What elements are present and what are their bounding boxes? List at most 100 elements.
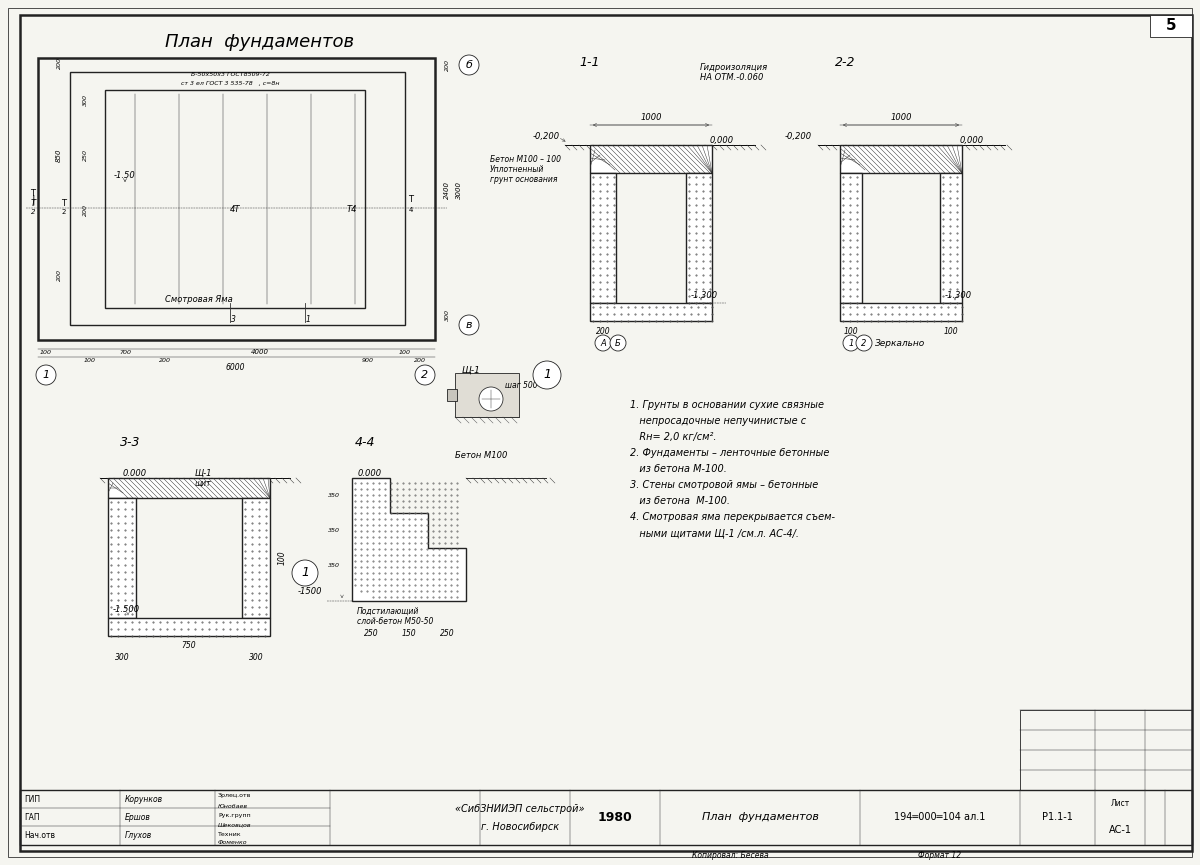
- Text: ными щитами Щ-1 /см.л. АС-4/.: ными щитами Щ-1 /см.л. АС-4/.: [630, 528, 799, 538]
- Text: 250: 250: [83, 149, 88, 161]
- Text: Гидроизоляция: Гидроизоляция: [700, 63, 768, 73]
- Text: Формат 12: Формат 12: [918, 850, 961, 860]
- Text: 1: 1: [542, 368, 551, 381]
- Text: АС-1: АС-1: [1109, 824, 1132, 835]
- Text: Бетон М100: Бетон М100: [455, 451, 508, 459]
- Text: 1-1: 1-1: [580, 55, 600, 68]
- Text: 2: 2: [862, 338, 866, 348]
- Text: 200: 200: [56, 269, 61, 281]
- Bar: [108, 478, 270, 498]
- Bar: [940, 173, 962, 303]
- Text: 700: 700: [119, 349, 131, 355]
- Polygon shape: [352, 478, 466, 601]
- Text: слой-бетон М50-50: слой-бетон М50-50: [358, 618, 433, 626]
- Circle shape: [458, 55, 479, 75]
- Text: 2: 2: [31, 209, 35, 215]
- Text: 300: 300: [83, 94, 88, 106]
- Text: 2: 2: [421, 370, 428, 380]
- Text: T4: T4: [347, 206, 358, 215]
- Text: -1.300: -1.300: [691, 291, 718, 299]
- Text: 0,000: 0,000: [710, 137, 734, 145]
- Text: шаг 500: шаг 500: [505, 381, 538, 389]
- Text: -1.300: -1.300: [946, 291, 972, 299]
- Text: ГАП: ГАП: [24, 813, 40, 822]
- Text: Подстилающий: Подстилающий: [358, 606, 419, 616]
- Text: г. Новосибирск: г. Новосибирск: [481, 823, 559, 832]
- Text: 150: 150: [402, 629, 416, 638]
- Text: Корунков: Корунков: [125, 795, 163, 804]
- Text: Уплотненный: Уплотненный: [490, 165, 545, 175]
- Text: 100: 100: [40, 349, 52, 355]
- Text: Копировал: Бесева: Копировал: Бесева: [691, 850, 768, 860]
- Text: 2: 2: [62, 209, 66, 215]
- Text: щит: щит: [194, 478, 211, 488]
- Text: T: T: [30, 200, 36, 208]
- Text: 1: 1: [848, 338, 853, 348]
- Text: 100: 100: [844, 326, 858, 336]
- Text: 4: 4: [409, 207, 413, 213]
- Bar: [38, 58, 436, 340]
- Text: 5: 5: [1165, 18, 1176, 34]
- Text: Лист: Лист: [1110, 799, 1129, 808]
- Text: Глухов: Глухов: [125, 831, 152, 840]
- Text: Ершов: Ершов: [125, 813, 151, 822]
- Text: 3-3: 3-3: [120, 435, 140, 448]
- Text: 0,000: 0,000: [960, 137, 984, 145]
- Text: 0.000: 0.000: [358, 469, 382, 477]
- Text: Зеркально: Зеркально: [875, 338, 925, 348]
- Text: Р1.1-1: Р1.1-1: [1042, 812, 1073, 823]
- Bar: [108, 618, 270, 636]
- Text: -0,200: -0,200: [533, 132, 560, 142]
- Text: 2. Фундаменты – ленточные бетонные: 2. Фундаменты – ленточные бетонные: [630, 448, 829, 458]
- Text: НА ОТМ.-0.060: НА ОТМ.-0.060: [700, 74, 763, 82]
- Text: -1.50: -1.50: [114, 170, 136, 180]
- Text: T: T: [408, 195, 414, 204]
- Text: «СибЗНИИЭП сельстрой»: «СибЗНИИЭП сельстрой»: [455, 804, 584, 814]
- Text: Бетон М100 – 100: Бетон М100 – 100: [490, 156, 562, 164]
- Text: 2-2: 2-2: [835, 55, 856, 68]
- Text: 4. Смотровая яма перекрывается съем-: 4. Смотровая яма перекрывается съем-: [630, 512, 835, 522]
- Text: 300: 300: [115, 653, 130, 663]
- Bar: [242, 498, 270, 618]
- Circle shape: [856, 335, 872, 351]
- Text: 300: 300: [248, 653, 263, 663]
- Bar: [840, 145, 962, 173]
- Text: -1500: -1500: [298, 587, 322, 597]
- Text: 4-4: 4-4: [355, 435, 376, 448]
- Bar: [1150, 15, 1192, 37]
- Text: 1980: 1980: [598, 811, 632, 824]
- Text: 200: 200: [158, 357, 172, 362]
- Text: ст 3 ел ГОСТ 3 535-78   , с=8н: ст 3 ел ГОСТ 3 535-78 , с=8н: [181, 80, 280, 86]
- Text: 250: 250: [439, 629, 455, 638]
- Text: 100: 100: [278, 551, 287, 566]
- Bar: [446, 389, 457, 401]
- Text: Зрлец.отв: Зрлец.отв: [218, 793, 251, 798]
- Text: 1: 1: [42, 370, 49, 380]
- Text: Б-50х50х3 ГОСТ8509-72: Б-50х50х3 ГОСТ8509-72: [191, 73, 270, 78]
- Text: T: T: [61, 200, 66, 208]
- Text: б: б: [466, 60, 473, 70]
- Circle shape: [292, 560, 318, 586]
- Text: из бетона М-100.: из бетона М-100.: [630, 464, 727, 474]
- Bar: [840, 303, 962, 321]
- Text: Щ-1: Щ-1: [194, 469, 212, 477]
- Text: Нач.отв: Нач.отв: [24, 831, 55, 840]
- Bar: [455, 373, 520, 417]
- Text: 200: 200: [56, 57, 61, 69]
- Bar: [70, 72, 406, 325]
- Text: 900: 900: [362, 357, 374, 362]
- Text: 850: 850: [56, 148, 62, 162]
- Bar: [590, 173, 616, 303]
- Text: 100: 100: [943, 326, 959, 336]
- Bar: [686, 173, 712, 303]
- Circle shape: [415, 365, 436, 385]
- Text: 300: 300: [444, 309, 450, 321]
- Text: 750: 750: [181, 642, 197, 650]
- Text: 200: 200: [414, 357, 426, 362]
- Text: 100: 100: [84, 357, 96, 362]
- Text: 200: 200: [595, 326, 611, 336]
- Text: 4000: 4000: [251, 349, 269, 355]
- Circle shape: [36, 365, 56, 385]
- Text: Шековцов: Шековцов: [218, 823, 252, 828]
- Text: 1. Грунты в основании сухие связные: 1. Грунты в основании сухие связные: [630, 400, 824, 410]
